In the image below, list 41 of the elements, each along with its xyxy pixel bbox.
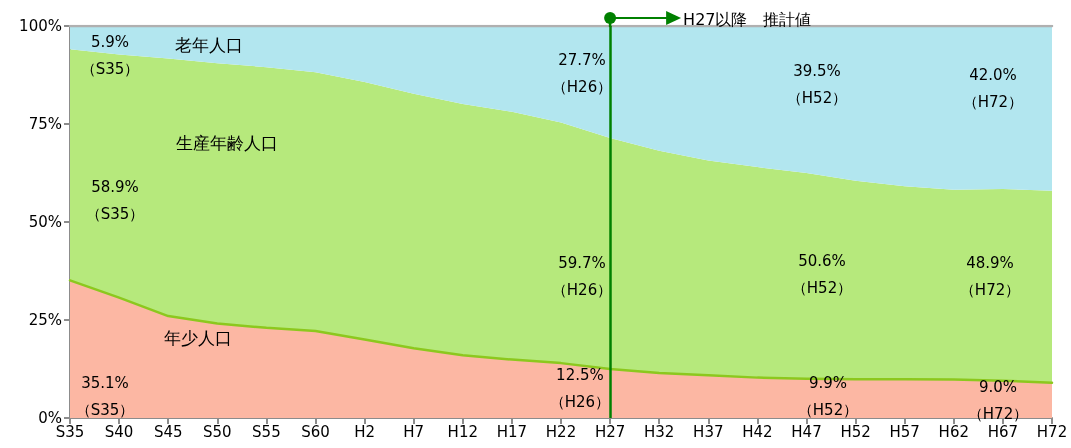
x-tick-label: S35 [55,422,85,441]
annotation: 59.7% （H26） [551,254,613,300]
x-tick-label: H47 [791,422,822,441]
x-tick-label: H2 [354,422,376,441]
x-tick-label: H32 [644,422,675,441]
x-tick-label: H62 [938,422,969,441]
annotation: 27.7% （H26） [551,51,613,97]
series-label: 老年人口 [174,35,243,56]
annotation: 58.9% （S35） [85,178,145,224]
annotation: 12.5% （H26） [549,365,611,411]
x-tick-label: H17 [496,422,528,441]
x-tick-label: H22 [545,422,577,441]
y-tick-label: 75% [28,115,62,133]
x-tick-label: S55 [252,422,281,441]
x-tick-label: H67 [987,422,1019,441]
x-tick-label: H27 [594,422,626,441]
annotation: 50.6% （H52） [791,251,853,297]
annotation: 35.1% （S35） [75,374,135,420]
x-tick-label: S60 [301,422,330,441]
x-tick-label: H52 [840,422,871,441]
x-tick-label: S50 [203,422,232,441]
x-tick-label: H42 [742,422,773,441]
y-tick-label: 100% [19,17,62,35]
y-tick-label: 50% [28,213,62,231]
x-tick-label: S40 [104,422,134,441]
x-tick-label: H72 [1036,422,1068,441]
ref-line-label: H27以降 推計値 [683,9,812,29]
x-tick-label: H7 [403,422,425,441]
series-label: 生産年齢人口 [176,132,279,153]
annotation: 42.0% （H72） [962,65,1024,111]
x-tick-label: H12 [447,422,478,441]
annotation: 39.5% （H52） [786,62,848,108]
y-tick-label: 25% [28,311,62,329]
annotation: 48.9% （H72） [959,254,1021,300]
series-label: 年少人口 [163,328,232,349]
x-tick-label: H37 [693,422,724,441]
annotation: 9.9% （H52） [797,374,859,420]
x-tick-label: S45 [153,422,183,441]
annotation: 9.0% （H72） [967,377,1029,423]
x-tick-label: H57 [889,422,920,441]
annotation: 5.9% （S35） [80,33,140,79]
